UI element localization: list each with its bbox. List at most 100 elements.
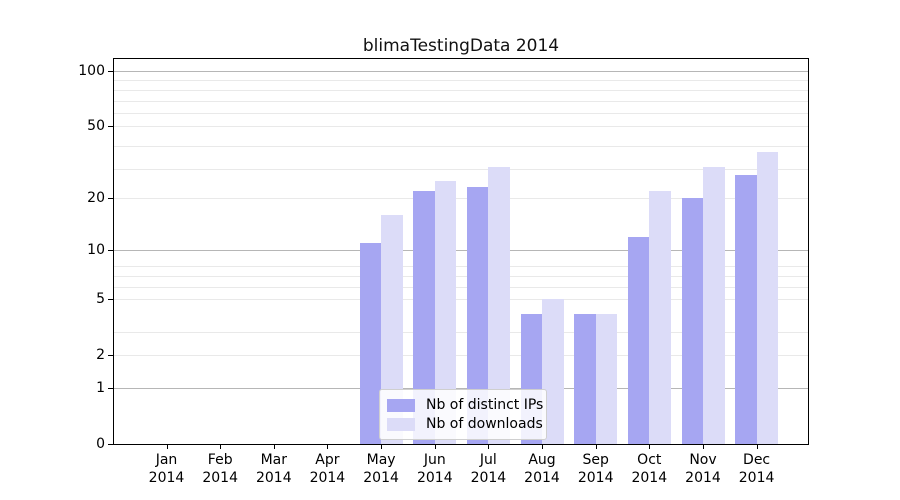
x-tick-month: Feb — [207, 452, 233, 468]
legend: Nb of distinct IPs Nb of downloads — [379, 389, 547, 440]
x-tick-mark-mar — [273, 445, 275, 449]
x-tick-mark-dec — [756, 445, 758, 449]
gridline-3 — [114, 332, 808, 333]
x-tick-label-may: May 2014 — [363, 452, 399, 487]
x-tick-label-apr: Apr 2014 — [310, 452, 346, 487]
x-tick-year: 2014 — [416, 469, 453, 486]
bar-downloads-jun — [434, 180, 457, 444]
gridline-5 — [114, 299, 808, 301]
gridline-1 — [114, 388, 808, 389]
x-tick-label-feb: Feb 2014 — [202, 452, 238, 487]
bar-downloads-may — [381, 215, 403, 444]
x-tick-year: 2014 — [631, 469, 668, 486]
bar-distinct-ips-jul — [466, 187, 489, 444]
x-tick-year: 2014 — [148, 469, 185, 486]
x-tick-month: Mar — [260, 452, 288, 468]
x-tick-month: Jan — [155, 452, 178, 468]
y-tick-mark-20 — [108, 197, 113, 199]
x-tick-month: Nov — [689, 452, 717, 468]
bar-downloads-oct — [649, 190, 671, 444]
bar-distinct-ips-oct — [627, 236, 650, 444]
x-tick-mark-jul — [488, 445, 490, 449]
x-tick-year: 2014 — [577, 469, 614, 486]
gridline-10 — [114, 250, 808, 252]
bar-downloads-aug — [542, 299, 564, 444]
gridline-59 — [114, 113, 808, 115]
x-tick-mark-feb — [220, 445, 222, 449]
x-tick-year: 2014 — [524, 469, 560, 486]
x-tick-year: 2014 — [202, 469, 239, 486]
y-tick-mark-10 — [108, 250, 113, 252]
gridline-2 — [114, 355, 808, 357]
x-tick-month: Jun — [423, 452, 446, 468]
x-tick-year: 2014 — [255, 469, 292, 486]
x-tick-label-jun: Jun 2014 — [417, 452, 453, 487]
x-tick-mark-nov — [703, 445, 704, 449]
y-tick-mark-2 — [108, 355, 113, 357]
x-tick-label-oct: Oct 2014 — [631, 452, 667, 487]
bar-downloads-dec — [756, 152, 779, 444]
gridline-6 — [114, 286, 808, 288]
x-tick-label-sep: Sep 2014 — [578, 452, 614, 487]
bar-downloads-jul — [488, 166, 510, 444]
x-tick-label-dec: Dec 2014 — [739, 452, 775, 487]
y-tick-label-10: 10 — [87, 242, 105, 259]
x-tick-month: Dec — [743, 452, 771, 468]
x-tick-label-mar: Mar 2014 — [256, 452, 292, 487]
x-tick-label-jul: Jul 2014 — [471, 452, 507, 487]
y-tick-label-20: 20 — [87, 189, 105, 206]
x-tick-mark-sep — [595, 445, 597, 449]
y-tick-label-0: 0 — [96, 436, 105, 452]
bar-distinct-ips-dec — [735, 174, 757, 444]
y-tick-mark-5 — [108, 299, 113, 301]
gridline-89 — [114, 80, 808, 82]
x-tick-mark-jun — [434, 445, 436, 449]
x-tick-month: Apr — [315, 452, 340, 468]
x-tick-mark-may — [381, 445, 383, 449]
x-tick-year: 2014 — [309, 469, 346, 486]
x-tick-mark-apr — [327, 445, 329, 449]
y-tick-label-1: 1 — [96, 380, 105, 396]
bar-distinct-ips-nov — [681, 197, 703, 444]
chart-title: blimaTestingData 2014 — [362, 36, 560, 56]
x-tick-year: 2014 — [470, 469, 507, 486]
x-tick-label-aug: Aug 2014 — [524, 452, 560, 487]
gridline-8 — [114, 266, 808, 268]
y-tick-mark-0 — [108, 444, 113, 445]
y-tick-label-5: 5 — [96, 291, 105, 308]
legend-swatch-distinct-ips-icon — [387, 398, 415, 412]
y-tick-mark-100 — [108, 71, 113, 72]
x-tick-month: Jul — [479, 452, 497, 468]
x-tick-month: Sep — [582, 452, 609, 468]
x-tick-year: 2014 — [738, 469, 775, 486]
x-tick-mark-jan — [166, 445, 168, 449]
gridline-39 — [114, 145, 808, 147]
gridline-79 — [114, 89, 808, 91]
gridline-20 — [114, 197, 808, 199]
x-tick-month: May — [366, 452, 396, 468]
y-tick-label-2: 2 — [96, 347, 105, 364]
legend-item-downloads: Nb of downloads — [387, 415, 543, 433]
bar-distinct-ips-jun — [413, 190, 435, 444]
bar-downloads-sep — [595, 313, 618, 444]
legend-label-downloads: Nb of downloads — [426, 416, 543, 432]
gridline-50 — [114, 126, 808, 128]
x-tick-year: 2014 — [685, 469, 721, 486]
gridline-29 — [114, 169, 808, 171]
x-tick-month: Aug — [528, 452, 556, 468]
plot-area: Nb of distinct IPs Nb of downloads — [113, 58, 809, 445]
bar-distinct-ips-sep — [574, 313, 596, 444]
bar-distinct-ips-may — [359, 243, 382, 444]
legend-swatch-downloads-icon — [387, 417, 415, 431]
x-tick-year: 2014 — [363, 469, 399, 486]
y-tick-label-100: 100 — [78, 63, 105, 79]
gridline-69 — [114, 100, 808, 102]
x-tick-label-jan: Jan 2014 — [149, 452, 185, 487]
legend-item-distinct-ips: Nb of distinct IPs — [387, 396, 544, 414]
legend-label-distinct-ips: Nb of distinct IPs — [426, 397, 544, 413]
gridline-100 — [114, 71, 808, 72]
x-tick-mark-oct — [649, 445, 651, 449]
x-tick-label-nov: Nov 2014 — [685, 452, 721, 487]
y-tick-mark-50 — [108, 126, 113, 128]
